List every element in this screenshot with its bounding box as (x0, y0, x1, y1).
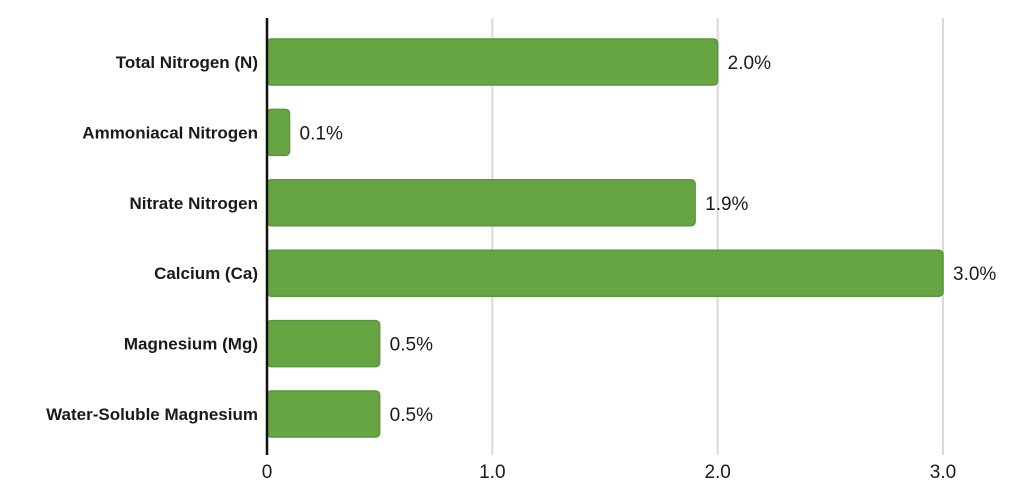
grid-lines (491, 18, 944, 455)
data-label: 0.5% (390, 335, 433, 356)
bar (266, 390, 381, 438)
bar (266, 179, 696, 227)
data-label: 3.0% (953, 264, 996, 285)
category-label: Nitrate Nitrogen (130, 194, 258, 213)
x-tick-label: 0 (262, 462, 273, 483)
x-tick-labels: 0 1.0 2.0 3.0 (262, 462, 957, 483)
data-label: 0.1% (300, 123, 343, 144)
data-label: 2.0% (728, 53, 771, 74)
data-label: 1.9% (705, 194, 748, 215)
x-tick-label: 1.0 (479, 462, 505, 483)
category-label: Ammoniacal Nitrogen (82, 123, 258, 142)
bar (266, 108, 291, 157)
x-tick-label: 3.0 (930, 462, 956, 483)
x-tick-label: 2.0 (704, 462, 730, 483)
bar (266, 38, 719, 86)
category-label: Calcium (Ca) (154, 264, 258, 283)
category-label: Magnesium (Mg) (124, 335, 258, 354)
data-labels: 2.0% 0.1% 1.9% 3.0% 0.5% 0.5% (300, 53, 997, 426)
bar (266, 319, 381, 368)
category-label: Water-Soluble Magnesium (46, 405, 258, 424)
bar (266, 249, 944, 297)
bars-group (266, 38, 944, 438)
category-labels: Total Nitrogen (N) Ammoniacal Nitrogen Nit… (46, 53, 258, 424)
data-label: 0.5% (390, 405, 433, 426)
category-label: Total Nitrogen (N) (116, 53, 258, 72)
